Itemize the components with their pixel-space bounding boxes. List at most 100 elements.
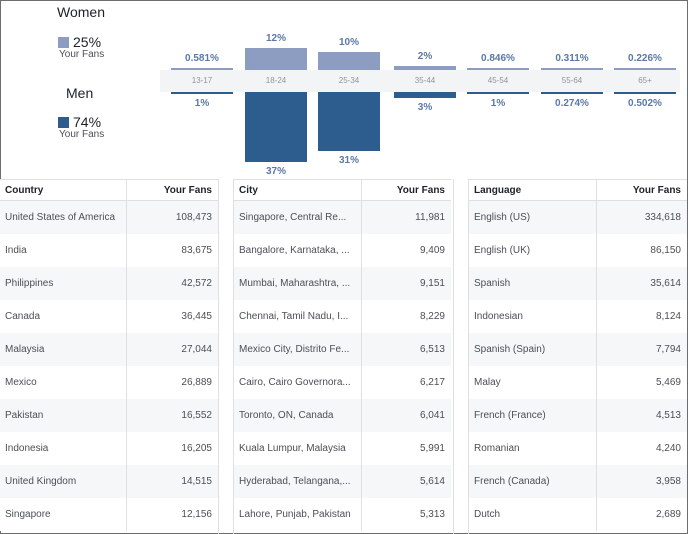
women-bar-25-34[interactable] bbox=[318, 51, 380, 70]
women-subtitle: Your Fans bbox=[59, 49, 105, 60]
table-row: Lahore, Punjab, Pakistan 5,313 bbox=[234, 498, 451, 531]
women-value-65+: 0.226% bbox=[628, 53, 662, 64]
women-bar-13-17[interactable] bbox=[171, 68, 233, 70]
table-row: United Kingdom 14,515 bbox=[0, 465, 218, 498]
fans-count-cell: 3,958 bbox=[655, 476, 681, 487]
fans-count-cell: 5,614 bbox=[419, 476, 445, 487]
men-bar-25-34[interactable] bbox=[318, 92, 380, 151]
men-bar-13-17[interactable] bbox=[171, 92, 233, 94]
fans-count-cell: 334,618 bbox=[644, 212, 681, 223]
your-fans-column-header[interactable]: Your Fans bbox=[163, 184, 212, 196]
age-axis-band bbox=[160, 70, 680, 92]
age-label-25-34: 25-34 bbox=[338, 76, 360, 85]
fans-count-cell: 86,150 bbox=[650, 245, 681, 256]
men-bar-35-44[interactable] bbox=[394, 92, 456, 98]
women-bar-35-44[interactable] bbox=[394, 66, 456, 70]
language-name-cell: Spanish bbox=[469, 267, 597, 300]
country-table-header: Country Your Fans bbox=[0, 179, 218, 201]
city-name-cell: Kuala Lumpur, Malaysia bbox=[234, 432, 362, 465]
your-fans-column-header[interactable]: Your Fans bbox=[396, 184, 445, 196]
men-bar-65+[interactable] bbox=[614, 92, 676, 94]
country-name-cell: Indonesia bbox=[0, 432, 127, 465]
table-separator bbox=[468, 179, 469, 534]
men-bar-55-64[interactable] bbox=[541, 92, 603, 94]
fans-count-cell: 14,515 bbox=[181, 476, 212, 487]
men-value-25-34: 31% bbox=[338, 154, 359, 166]
fans-count-cell: 8,124 bbox=[655, 311, 681, 322]
table-row: Malaysia 27,044 bbox=[0, 333, 218, 366]
men-swatch-icon bbox=[58, 116, 69, 128]
table-separator bbox=[453, 179, 454, 534]
table-row: Singapore 12,156 bbox=[0, 498, 218, 531]
women-bar-45-54[interactable] bbox=[467, 68, 529, 70]
fans-count-cell: 2,689 bbox=[655, 509, 681, 520]
city-name-cell: Bangalore, Karnataka, ... bbox=[234, 234, 362, 267]
women-swatch-icon bbox=[58, 36, 69, 48]
table-row: India 83,675 bbox=[0, 234, 218, 267]
women-value-55-64: 0.311% bbox=[555, 53, 589, 64]
fans-count-cell: 8,229 bbox=[419, 311, 445, 322]
language-name-cell: Indonesian bbox=[469, 300, 597, 333]
age-label-35-44: 35-44 bbox=[414, 76, 436, 85]
men-value-18-24: 37% bbox=[265, 166, 286, 177]
age-label-13-17: 13-17 bbox=[191, 76, 213, 85]
language-table: Language Your Fans English (US) 334,618 Engl… bbox=[469, 179, 687, 531]
country-column-header[interactable]: Country bbox=[0, 180, 127, 200]
fans-count-cell: 26,889 bbox=[181, 377, 212, 388]
table-row: Canada 36,445 bbox=[0, 300, 218, 333]
language-name-cell: English (US) bbox=[469, 201, 597, 234]
table-row: Pakistan 16,552 bbox=[0, 399, 218, 432]
men-bar-18-24[interactable] bbox=[245, 92, 307, 162]
fans-count-cell: 5,313 bbox=[419, 509, 445, 520]
women-bar-55-64[interactable] bbox=[541, 68, 603, 70]
age-label-65+: 65+ bbox=[638, 76, 652, 85]
men-bar-45-54[interactable] bbox=[467, 92, 529, 94]
language-name-cell: Malay bbox=[469, 366, 597, 399]
fans-count-cell: 7,794 bbox=[655, 344, 681, 355]
language-name-cell: French (France) bbox=[469, 399, 597, 432]
country-name-cell: United States of America bbox=[0, 201, 127, 234]
country-name-cell: Canada bbox=[0, 300, 127, 333]
fans-count-cell: 42,572 bbox=[181, 278, 212, 289]
language-name-cell: French (Canada) bbox=[469, 465, 597, 498]
fans-count-cell: 4,240 bbox=[655, 443, 681, 454]
fans-count-cell: 5,469 bbox=[655, 377, 681, 388]
table-row: Cairo, Cairo Governora... 6,217 bbox=[234, 366, 451, 399]
table-row: Mexico 26,889 bbox=[0, 366, 218, 399]
city-name-cell: Hyderabad, Telangana,... bbox=[234, 465, 362, 498]
fans-count-cell: 6,513 bbox=[419, 344, 445, 355]
fans-count-cell: 27,044 bbox=[181, 344, 212, 355]
fans-count-cell: 4,513 bbox=[655, 410, 681, 421]
fans-count-cell: 9,409 bbox=[419, 245, 445, 256]
table-row: Malay 5,469 bbox=[469, 366, 687, 399]
men-value-35-44: 3% bbox=[417, 101, 433, 113]
age-label-45-54: 45-54 bbox=[487, 76, 509, 85]
women-bar-18-24[interactable] bbox=[245, 48, 307, 70]
language-column-header[interactable]: Language bbox=[469, 180, 597, 200]
table-row: English (US) 334,618 bbox=[469, 201, 687, 234]
table-row: Kuala Lumpur, Malaysia 5,991 bbox=[234, 432, 451, 465]
country-name-cell: Philippines bbox=[0, 267, 127, 300]
women-value-13-17: 0.581% bbox=[185, 53, 219, 64]
country-name-cell: Mexico bbox=[0, 366, 127, 399]
language-name-cell: Spanish (Spain) bbox=[469, 333, 597, 366]
women-bar-65+[interactable] bbox=[614, 68, 676, 70]
men-value-45-54: 1% bbox=[490, 98, 506, 109]
fans-count-cell: 11,981 bbox=[415, 212, 445, 223]
your-fans-column-header[interactable]: Your Fans bbox=[632, 184, 681, 196]
fans-count-cell: 16,205 bbox=[181, 443, 212, 454]
city-column-header[interactable]: City bbox=[234, 180, 362, 200]
men-pct-value: 74% bbox=[73, 114, 102, 130]
men-percentage: 74% bbox=[58, 114, 101, 130]
table-row: French (France) 4,513 bbox=[469, 399, 687, 432]
table-row: Dutch 2,689 bbox=[469, 498, 687, 531]
table-row: Indonesia 16,205 bbox=[0, 432, 218, 465]
city-name-cell: Mexico City, Distrito Fe... bbox=[234, 333, 362, 366]
table-row: French (Canada) 3,958 bbox=[469, 465, 687, 498]
table-separator bbox=[233, 179, 234, 534]
language-name-cell: Dutch bbox=[469, 498, 597, 531]
fans-count-cell: 6,041 bbox=[419, 410, 445, 421]
fans-count-cell: 36,445 bbox=[181, 311, 212, 322]
women-title: Women bbox=[57, 4, 105, 20]
women-value-45-54: 0.846% bbox=[481, 53, 515, 64]
